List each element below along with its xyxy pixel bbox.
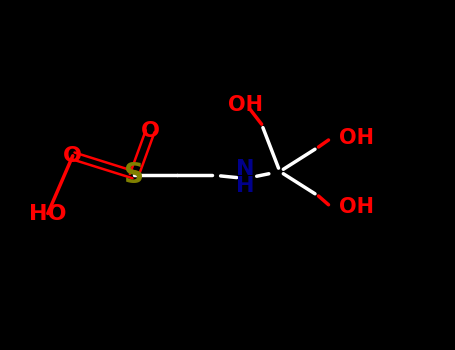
Text: HO: HO [29, 203, 66, 224]
Text: S: S [124, 161, 144, 189]
Text: O: O [63, 146, 82, 166]
Text: H: H [237, 175, 255, 196]
Text: OH: OH [339, 196, 374, 217]
Text: N: N [237, 159, 255, 179]
Text: OH: OH [228, 95, 263, 115]
Text: OH: OH [339, 128, 374, 148]
Text: O: O [141, 121, 160, 141]
